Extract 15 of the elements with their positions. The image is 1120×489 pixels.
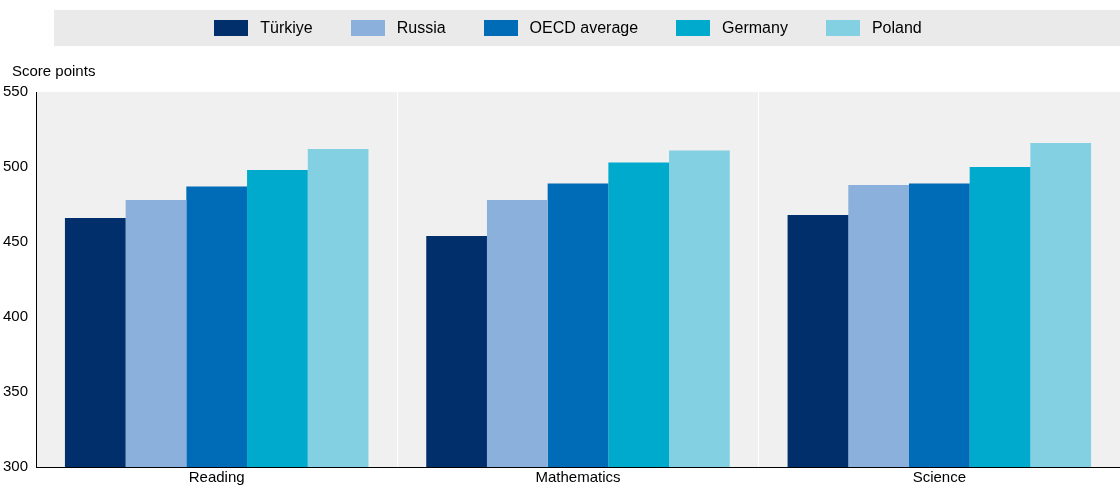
x-tick-label: Reading xyxy=(188,468,245,486)
legend-label: Poland xyxy=(871,19,922,37)
x-tick-label: Mathematics xyxy=(535,468,621,486)
legend-label: Russia xyxy=(396,19,446,37)
legend-label: OECD average xyxy=(529,19,639,37)
y-tick-label: 550 xyxy=(3,82,29,100)
legend-label: Türkiye xyxy=(260,19,313,37)
legend-label: Germany xyxy=(722,19,788,37)
y-tick-label: 400 xyxy=(3,307,29,325)
y-tick-label: 500 xyxy=(3,157,29,175)
y-axis-title: Score points xyxy=(12,62,96,79)
y-tick-label: 300 xyxy=(3,457,29,475)
y-tick-label: 350 xyxy=(3,382,29,400)
y-tick-label: 450 xyxy=(3,232,29,250)
x-tick-label: Science xyxy=(912,468,967,486)
